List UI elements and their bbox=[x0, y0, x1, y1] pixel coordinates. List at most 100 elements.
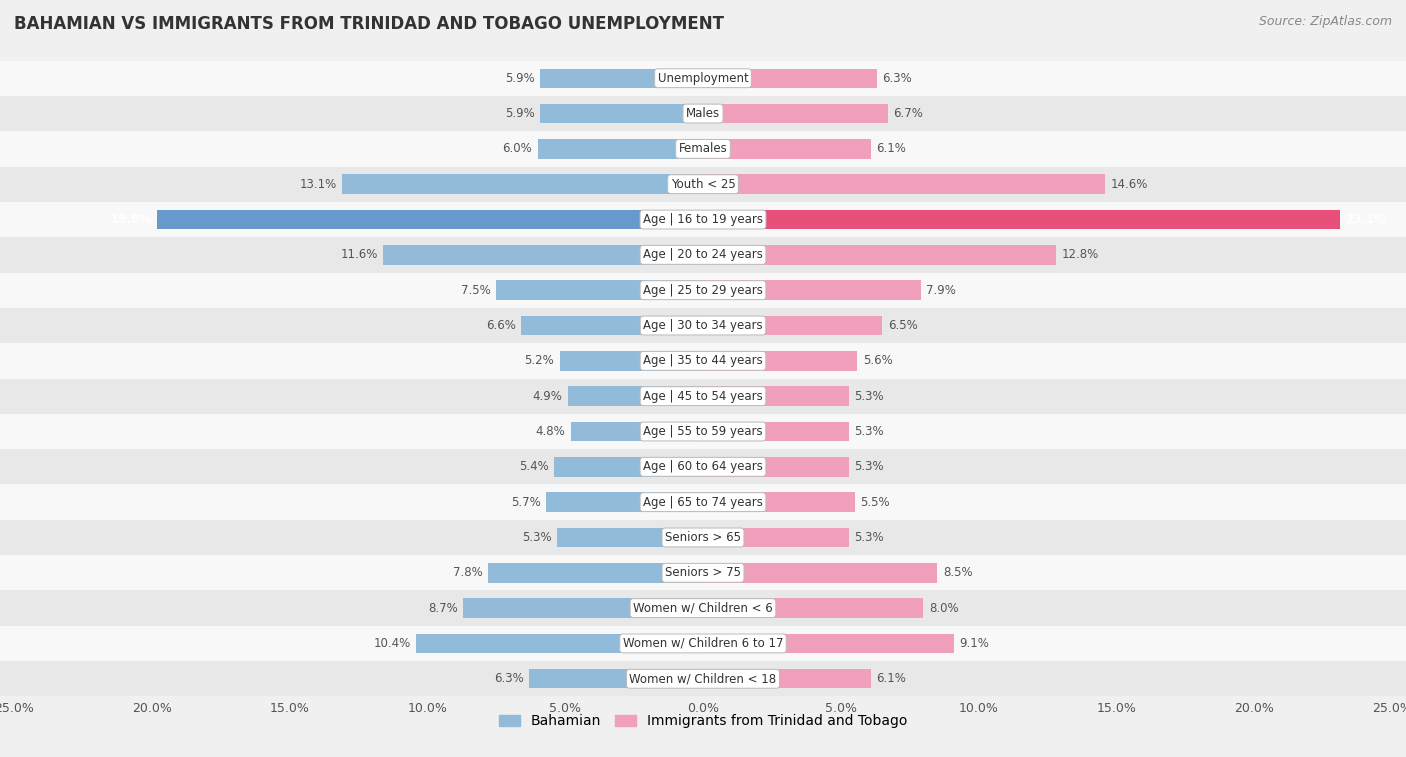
Text: Unemployment: Unemployment bbox=[658, 72, 748, 85]
Text: 13.1%: 13.1% bbox=[299, 178, 336, 191]
Bar bbox=[703, 175, 1105, 194]
Text: Seniors > 75: Seniors > 75 bbox=[665, 566, 741, 579]
Bar bbox=[463, 598, 703, 618]
Text: 5.4%: 5.4% bbox=[519, 460, 548, 473]
Bar bbox=[488, 563, 703, 583]
Text: 12.8%: 12.8% bbox=[1062, 248, 1098, 261]
Bar bbox=[0, 343, 1406, 378]
Bar bbox=[540, 104, 703, 123]
Bar bbox=[384, 245, 703, 265]
Bar bbox=[0, 520, 1406, 555]
Text: 5.3%: 5.3% bbox=[855, 531, 884, 544]
Text: 5.3%: 5.3% bbox=[522, 531, 551, 544]
Bar bbox=[0, 555, 1406, 590]
Bar bbox=[571, 422, 703, 441]
Text: 6.6%: 6.6% bbox=[485, 319, 516, 332]
Text: Females: Females bbox=[679, 142, 727, 155]
Bar bbox=[703, 563, 938, 583]
Text: 6.0%: 6.0% bbox=[502, 142, 531, 155]
Bar bbox=[0, 131, 1406, 167]
Text: Age | 45 to 54 years: Age | 45 to 54 years bbox=[643, 390, 763, 403]
Text: 11.6%: 11.6% bbox=[340, 248, 378, 261]
Text: Age | 20 to 24 years: Age | 20 to 24 years bbox=[643, 248, 763, 261]
Legend: Bahamian, Immigrants from Trinidad and Tobago: Bahamian, Immigrants from Trinidad and T… bbox=[494, 709, 912, 734]
Bar bbox=[703, 281, 921, 300]
Bar bbox=[0, 308, 1406, 343]
Bar bbox=[540, 68, 703, 88]
Text: 5.6%: 5.6% bbox=[863, 354, 893, 367]
Text: 5.3%: 5.3% bbox=[855, 390, 884, 403]
Bar bbox=[0, 378, 1406, 414]
Text: Age | 16 to 19 years: Age | 16 to 19 years bbox=[643, 213, 763, 226]
Bar bbox=[0, 96, 1406, 131]
Text: 5.3%: 5.3% bbox=[855, 460, 884, 473]
Bar bbox=[0, 414, 1406, 449]
Text: 6.7%: 6.7% bbox=[893, 107, 922, 120]
Text: 8.5%: 8.5% bbox=[943, 566, 973, 579]
Bar bbox=[530, 669, 703, 689]
Text: 5.2%: 5.2% bbox=[524, 354, 554, 367]
Bar bbox=[342, 175, 703, 194]
Text: 7.9%: 7.9% bbox=[927, 284, 956, 297]
Text: Age | 35 to 44 years: Age | 35 to 44 years bbox=[643, 354, 763, 367]
Text: 6.3%: 6.3% bbox=[882, 72, 912, 85]
Text: BAHAMIAN VS IMMIGRANTS FROM TRINIDAD AND TOBAGO UNEMPLOYMENT: BAHAMIAN VS IMMIGRANTS FROM TRINIDAD AND… bbox=[14, 15, 724, 33]
Bar bbox=[568, 386, 703, 406]
Text: 5.9%: 5.9% bbox=[505, 107, 534, 120]
Bar bbox=[560, 351, 703, 371]
Text: Women w/ Children < 6: Women w/ Children < 6 bbox=[633, 602, 773, 615]
Bar bbox=[0, 484, 1406, 520]
Text: 9.1%: 9.1% bbox=[959, 637, 990, 650]
Bar bbox=[0, 237, 1406, 273]
Bar bbox=[703, 493, 855, 512]
Text: 23.1%: 23.1% bbox=[1346, 213, 1386, 226]
Text: 5.7%: 5.7% bbox=[510, 496, 540, 509]
Text: Source: ZipAtlas.com: Source: ZipAtlas.com bbox=[1258, 15, 1392, 28]
Bar bbox=[546, 493, 703, 512]
Bar bbox=[703, 528, 849, 547]
Bar bbox=[557, 528, 703, 547]
Text: 14.6%: 14.6% bbox=[1111, 178, 1149, 191]
Bar bbox=[703, 598, 924, 618]
Bar bbox=[703, 386, 849, 406]
Bar bbox=[703, 104, 887, 123]
Bar bbox=[703, 68, 876, 88]
Bar bbox=[0, 661, 1406, 696]
Text: Males: Males bbox=[686, 107, 720, 120]
Text: 7.5%: 7.5% bbox=[461, 284, 491, 297]
Bar bbox=[0, 590, 1406, 626]
Bar bbox=[703, 245, 1056, 265]
Bar bbox=[0, 167, 1406, 202]
Bar bbox=[416, 634, 703, 653]
Text: Age | 25 to 29 years: Age | 25 to 29 years bbox=[643, 284, 763, 297]
Text: Age | 65 to 74 years: Age | 65 to 74 years bbox=[643, 496, 763, 509]
Text: Age | 60 to 64 years: Age | 60 to 64 years bbox=[643, 460, 763, 473]
Text: 6.1%: 6.1% bbox=[876, 672, 907, 685]
Bar bbox=[703, 634, 953, 653]
Text: 4.9%: 4.9% bbox=[533, 390, 562, 403]
Bar bbox=[703, 210, 1340, 229]
Text: Age | 30 to 34 years: Age | 30 to 34 years bbox=[643, 319, 763, 332]
Bar bbox=[522, 316, 703, 335]
Text: Youth < 25: Youth < 25 bbox=[671, 178, 735, 191]
Bar bbox=[703, 457, 849, 477]
Bar bbox=[157, 210, 703, 229]
Text: 6.5%: 6.5% bbox=[887, 319, 917, 332]
Bar bbox=[703, 316, 882, 335]
Bar bbox=[0, 273, 1406, 308]
Bar bbox=[0, 449, 1406, 484]
Text: 7.8%: 7.8% bbox=[453, 566, 482, 579]
Text: 6.3%: 6.3% bbox=[494, 672, 524, 685]
Bar bbox=[537, 139, 703, 159]
Text: 4.8%: 4.8% bbox=[536, 425, 565, 438]
Text: 5.3%: 5.3% bbox=[855, 425, 884, 438]
Bar bbox=[703, 669, 872, 689]
Bar bbox=[0, 202, 1406, 237]
Bar bbox=[554, 457, 703, 477]
Bar bbox=[496, 281, 703, 300]
Bar bbox=[703, 422, 849, 441]
Text: 8.0%: 8.0% bbox=[929, 602, 959, 615]
Text: 10.4%: 10.4% bbox=[374, 637, 411, 650]
Text: 5.5%: 5.5% bbox=[860, 496, 890, 509]
Text: 5.9%: 5.9% bbox=[505, 72, 534, 85]
